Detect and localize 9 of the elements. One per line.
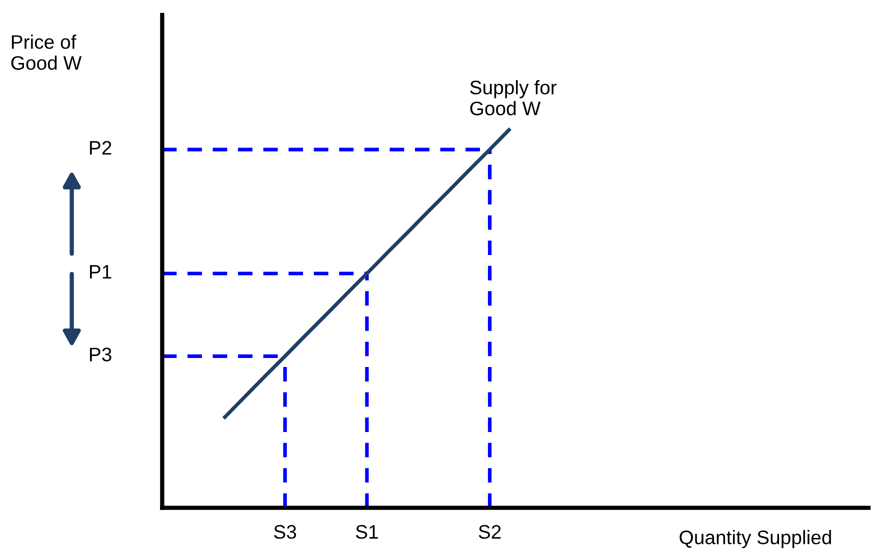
x-tick-label: S1 (356, 525, 378, 539)
ref-line-label: P2 (90, 140, 112, 155)
x-tick-label: S3 (274, 525, 296, 539)
text: Price of Good W (11, 34, 82, 70)
x-axis-title: Quantity Supplied (680, 530, 831, 548)
ref-line-label: P3 (90, 348, 112, 362)
ref-line-label: P1 (90, 265, 112, 279)
series-label: Supply for Good W (470, 80, 557, 116)
x-tick-label: S2 (478, 525, 501, 539)
